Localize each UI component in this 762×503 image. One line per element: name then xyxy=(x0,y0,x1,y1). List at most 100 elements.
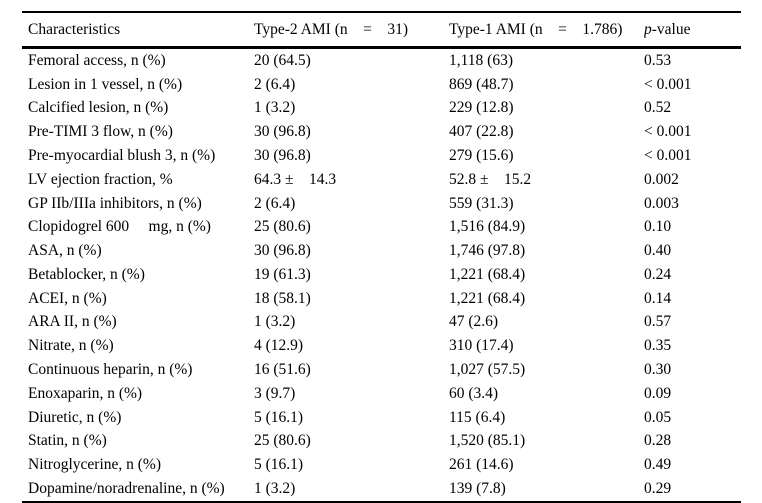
characteristic-cell: Betablocker, n (%) xyxy=(28,265,145,283)
table-row: Pre-TIMI 3 flow, n (%) 30 (96.8) 407 (22.8… xyxy=(22,120,741,144)
p-value-cell: 0.40 xyxy=(644,242,672,260)
type1-ami-value-cell: 229 (12.8) xyxy=(449,99,514,117)
characteristic-cell: Calcified lesion, n (%) xyxy=(28,99,169,117)
type2-ami-value-cell: 30 (96.8) xyxy=(254,123,311,141)
type2-ami-value-cell: 30 (96.8) xyxy=(254,147,311,165)
type2-ami-value-cell: 20 (64.5) xyxy=(254,51,311,69)
type1-ami-value-cell: 1,746 (97.8) xyxy=(449,242,526,260)
type1-ami-value-cell: 47 (2.6) xyxy=(449,313,499,331)
characteristic-cell: Clopidogrel 600 mg, n (%) xyxy=(28,218,211,236)
table-row: ACEI, n (%) 18 (58.1) 1,221 (68.4) 0.14 xyxy=(22,287,741,311)
p-value-cell: 0.24 xyxy=(644,265,672,283)
table-row: Dopamine/noradrenaline, n (%) 1 (3.2) 139 … xyxy=(22,477,741,502)
type1-ami-value-cell: 60 (3.4) xyxy=(449,384,499,402)
type2-ami-value-cell: 16 (51.6) xyxy=(254,361,311,379)
p-value-cell: 0.30 xyxy=(644,361,672,379)
characteristic-cell: Nitroglycerine, n (%) xyxy=(28,456,161,474)
type2-ami-value-cell: 5 (16.1) xyxy=(254,408,304,426)
type1-ami-value-cell: 559 (31.3) xyxy=(449,194,514,212)
characteristics-table-container: Characteristics Type-2 AMI (n = 31) Type… xyxy=(22,11,741,503)
type2-ami-value-cell: 3 (9.7) xyxy=(254,384,296,402)
type1-ami-value-cell: 407 (22.8) xyxy=(449,123,514,141)
p-value-cell: 0.49 xyxy=(644,456,672,474)
table-row: Nitrate, n (%) 4 (12.9) 310 (17.4) 0.35 xyxy=(22,334,741,358)
p-value-cell: 0.14 xyxy=(644,289,672,307)
type1-ami-value-cell: 139 (7.8) xyxy=(449,479,506,497)
table-row: Nitroglycerine, n (%) 5 (16.1) 261 (14.6) 0… xyxy=(22,453,741,477)
p-value-cell: 0.53 xyxy=(644,51,672,69)
p-value-cell: < 0.001 xyxy=(644,75,692,93)
characteristic-cell: ASA, n (%) xyxy=(28,242,102,260)
p-value-cell: 0.29 xyxy=(644,479,672,497)
type2-ami-value-cell: 25 (80.6) xyxy=(254,218,311,236)
p-value-cell: 0.35 xyxy=(644,337,672,355)
characteristic-cell: Pre-TIMI 3 flow, n (%) xyxy=(28,123,173,141)
type2-ami-value-cell: 19 (61.3) xyxy=(254,265,311,283)
type1-ami-value-cell: 279 (15.6) xyxy=(449,147,514,165)
p-value-label-rest: -value xyxy=(651,21,691,38)
column-header-characteristics: Characteristics xyxy=(22,12,254,49)
type1-ami-value-cell: 1,221 (68.4) xyxy=(449,289,526,307)
characteristic-cell: GP IIb/IIIa inhibitors, n (%) xyxy=(28,194,202,212)
table-row: Femoral access, n (%) 20 (64.5) 1,118 (63)… xyxy=(22,48,741,73)
type2-ami-value-cell: 18 (58.1) xyxy=(254,289,311,307)
p-value-cell: 0.05 xyxy=(644,408,672,426)
characteristic-cell: Enoxaparin, n (%) xyxy=(28,384,143,402)
p-value-cell: 0.09 xyxy=(644,384,672,402)
type2-ami-value-cell: 64.3 ± 14.3 xyxy=(254,170,337,188)
table-row: Enoxaparin, n (%) 3 (9.7) 60 (3.4) 0.09 xyxy=(22,382,741,406)
p-value-cell: 0.002 xyxy=(644,170,679,188)
column-header-type2-ami: Type-2 AMI (n = 31) xyxy=(254,12,449,49)
table-row: Calcified lesion, n (%) 1 (3.2) 229 (12.8)… xyxy=(22,97,741,121)
table-row: Diuretic, n (%) 5 (16.1) 115 (6.4) 0.05 xyxy=(22,406,741,430)
type1-ami-value-cell: 1,221 (68.4) xyxy=(449,265,526,283)
type2-ami-value-cell: 1 (3.2) xyxy=(254,99,296,117)
type2-ami-value-cell: 2 (6.4) xyxy=(254,75,296,93)
table-row: Pre-myocardial blush 3, n (%) 30 (96.8) 27… xyxy=(22,144,741,168)
type2-ami-value-cell: 5 (16.1) xyxy=(254,456,304,474)
p-value-cell: 0.52 xyxy=(644,99,672,117)
type1-ami-value-cell: 52.8 ± 15.2 xyxy=(449,170,532,188)
table-row: LV ejection fraction, % 64.3 ± 14.3 52.8 ±… xyxy=(22,168,741,192)
type2-ami-value-cell: 25 (80.6) xyxy=(254,432,311,450)
type1-ami-value-cell: 261 (14.6) xyxy=(449,456,514,474)
type2-ami-value-cell: 2 (6.4) xyxy=(254,194,296,212)
characteristic-cell: ARA II, n (%) xyxy=(28,313,117,331)
type2-ami-value-cell: 4 (12.9) xyxy=(254,337,304,355)
type2-ami-value-cell: 1 (3.2) xyxy=(254,479,296,497)
characteristic-cell: Pre-myocardial blush 3, n (%) xyxy=(28,147,216,165)
column-header-type1-ami: Type-1 AMI (n = 1.786) xyxy=(449,12,644,49)
characteristic-cell: Nitrate, n (%) xyxy=(28,337,114,355)
type1-ami-value-cell: 310 (17.4) xyxy=(449,337,514,355)
characteristic-cell: LV ejection fraction, % xyxy=(28,170,173,188)
type2-ami-value-cell: 1 (3.2) xyxy=(254,313,296,331)
p-value-cell: 0.28 xyxy=(644,432,672,450)
p-value-cell: < 0.001 xyxy=(644,147,692,165)
characteristic-cell: Continuous heparin, n (%) xyxy=(28,361,193,379)
table-row: Continuous heparin, n (%) 16 (51.6) 1,027 … xyxy=(22,358,741,382)
type1-ami-value-cell: 1,516 (84.9) xyxy=(449,218,526,236)
table-row: Lesion in 1 vessel, n (%) 2 (6.4) 869 (48.… xyxy=(22,73,741,97)
characteristic-cell: Lesion in 1 vessel, n (%) xyxy=(28,75,183,93)
p-value-cell: 0.57 xyxy=(644,313,672,331)
table-row: Clopidogrel 600 mg, n (%) 25 (80.6) 1,516 … xyxy=(22,215,741,239)
table-row: ASA, n (%) 30 (96.8) 1,746 (97.8) 0.40 xyxy=(22,239,741,263)
type1-ami-value-cell: 869 (48.7) xyxy=(449,75,514,93)
type1-ami-value-cell: 1,118 (63) xyxy=(449,51,513,69)
table-row: GP IIb/IIIa inhibitors, n (%) 2 (6.4) 559 … xyxy=(22,192,741,216)
characteristic-cell: Dopamine/noradrenaline, n (%) xyxy=(28,479,225,497)
p-value-cell: 0.10 xyxy=(644,218,672,236)
characteristic-cell: ACEI, n (%) xyxy=(28,289,107,307)
p-value-italic-p: p xyxy=(644,21,652,38)
characteristic-cell: Femoral access, n (%) xyxy=(28,51,166,69)
p-value-cell: 0.003 xyxy=(644,194,679,212)
table-row: Statin, n (%) 25 (80.6) 1,520 (85.1) 0.28 xyxy=(22,430,741,454)
characteristic-cell: Diuretic, n (%) xyxy=(28,408,122,426)
type1-ami-value-cell: 1,520 (85.1) xyxy=(449,432,526,450)
table-row: ARA II, n (%) 1 (3.2) 47 (2.6) 0.57 xyxy=(22,311,741,335)
type2-ami-value-cell: 30 (96.8) xyxy=(254,242,311,260)
characteristic-cell: Statin, n (%) xyxy=(28,432,107,450)
column-header-p-value: p-value xyxy=(644,12,741,49)
table-header-row: Characteristics Type-2 AMI (n = 31) Type… xyxy=(22,12,741,49)
table-body: Femoral access, n (%) 20 (64.5) 1,118 (63)… xyxy=(22,48,741,502)
